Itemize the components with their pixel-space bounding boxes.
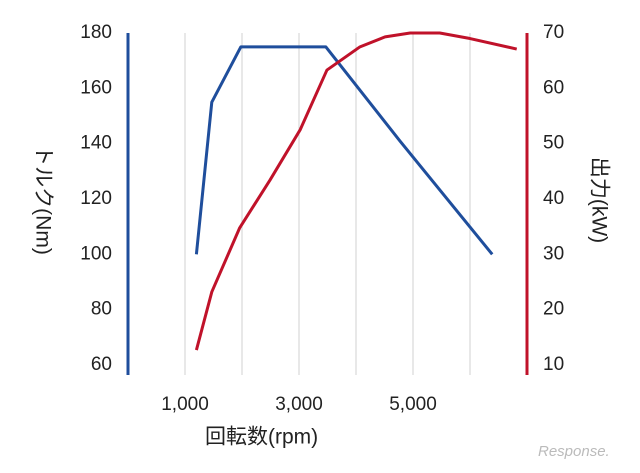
y-tick-label: 80 [91,299,112,320]
watermark: Response. [538,443,610,460]
y2-axis-label: 出力(kW) [587,157,610,243]
y-tick-label: 180 [80,22,112,43]
x-tick-label: 5,000 [389,394,437,415]
y2-tick-label: 70 [543,22,564,43]
y2-tick-label: 60 [543,77,564,98]
y-tick-label: 100 [80,243,112,264]
y-axis-label: トルク(Nm) [31,145,54,255]
y2-tick-label: 30 [543,243,564,264]
y-tick-label: 60 [91,354,112,375]
y2-tick-label: 50 [543,133,564,154]
y-tick-label: 120 [80,188,112,209]
data-line [194,45,494,256]
y2-tick-label: 40 [543,188,564,209]
data-line [194,31,518,351]
y-tick-label: 160 [80,77,112,98]
x-tick-label: 3,000 [275,394,323,415]
x-tick-label: 1,000 [161,394,209,415]
y2-tick-label: 10 [543,354,564,375]
y2-tick-label: 20 [543,299,564,320]
x-axis-label: 回転数(rpm) [205,426,318,449]
y-tick-label: 140 [80,133,112,154]
